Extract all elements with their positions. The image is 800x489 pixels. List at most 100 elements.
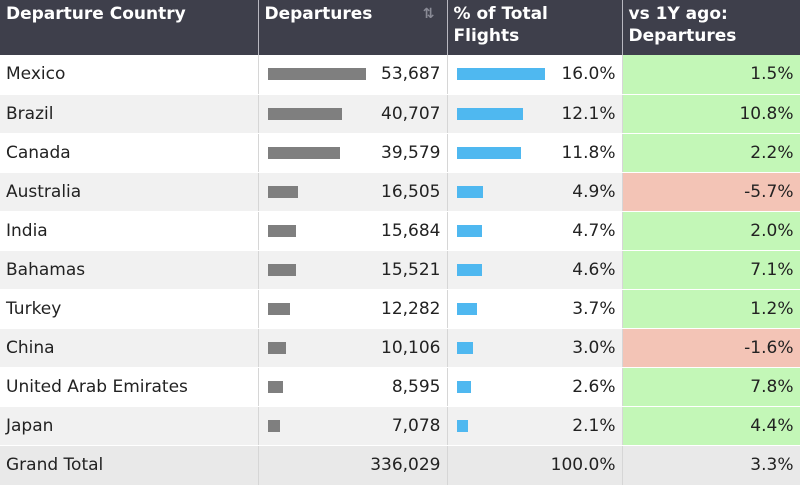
yoy-cell: 1.5%: [622, 55, 800, 95]
pct-cell: 4.7%: [447, 211, 623, 251]
header-departures[interactable]: Departures ⇅: [258, 0, 448, 55]
pct-bar: [456, 224, 483, 237]
grand-total-departures: 336,029: [258, 444, 448, 486]
country-cell: India: [0, 211, 259, 251]
departures-value: 40,707: [381, 103, 441, 124]
pct-cell: 3.7%: [447, 289, 623, 329]
country-cell: Brazil: [0, 94, 259, 134]
header-yoy[interactable]: vs 1Y ago: Departures: [622, 0, 800, 55]
departures-cell: 40,707: [258, 94, 448, 134]
departures-cell: 53,687: [258, 55, 448, 95]
pct-bar: [456, 107, 524, 120]
yoy-cell: 7.8%: [622, 367, 800, 407]
country-cell: China: [0, 328, 259, 368]
country-cell: Turkey: [0, 289, 259, 329]
yoy-cell: -5.7%: [622, 172, 800, 212]
departures-cell: 8,595: [258, 367, 448, 407]
departures-cell: 15,684: [258, 211, 448, 251]
yoy-cell: 1.2%: [622, 289, 800, 329]
pct-value: 2.1%: [572, 415, 616, 436]
yoy-cell: 2.0%: [622, 211, 800, 251]
country-cell: Japan: [0, 406, 259, 446]
departures-bar: [267, 419, 281, 432]
departures-bar: [267, 380, 284, 393]
table-row[interactable]: Canada 39,579 11.8% 2.2%: [0, 133, 800, 173]
departures-value: 8,595: [391, 376, 441, 397]
table-row[interactable]: Bahamas 15,521 4.6% 7.1%: [0, 250, 800, 290]
pct-bar: [456, 419, 469, 432]
departures-cell: 39,579: [258, 133, 448, 173]
departures-bar: [267, 68, 366, 81]
departures-cell: 12,282: [258, 289, 448, 329]
table-row[interactable]: Japan 7,078 2.1% 4.4%: [0, 406, 800, 446]
country-cell: Canada: [0, 133, 259, 173]
grand-total-pct: 100.0%: [447, 444, 623, 486]
grand-total-yoy: 3.3%: [622, 444, 800, 486]
pct-cell: 16.0%: [447, 55, 623, 95]
pct-value: 16.0%: [561, 64, 616, 85]
pct-cell: 4.9%: [447, 172, 623, 212]
table-row[interactable]: Australia 16,505 4.9% -5.7%: [0, 172, 800, 212]
sort-descending-icon[interactable]: ⇅: [422, 6, 435, 22]
departures-value: 39,579: [381, 142, 441, 163]
table-row[interactable]: Brazil 40,707 12.1% 10.8%: [0, 94, 800, 134]
yoy-cell: 7.1%: [622, 250, 800, 290]
yoy-cell: 2.2%: [622, 133, 800, 173]
pct-value: 4.7%: [572, 220, 616, 241]
pct-bar: [456, 263, 482, 276]
yoy-cell: -1.6%: [622, 328, 800, 368]
header-departure-country[interactable]: Departure Country: [0, 0, 259, 55]
table-row[interactable]: China 10,106 3.0% -1.6%: [0, 328, 800, 368]
grand-total-row: Grand Total 336,029 100.0% 3.3%: [0, 444, 800, 486]
table-row[interactable]: Mexico 53,687 16.0% 1.5%: [0, 55, 800, 95]
departures-value: 15,521: [381, 259, 441, 280]
pct-bar: [456, 302, 477, 315]
country-cell: United Arab Emirates: [0, 367, 259, 407]
pct-value: 4.6%: [572, 259, 616, 280]
departures-bar: [267, 263, 296, 276]
pct-value: 2.6%: [572, 376, 616, 397]
departures-cell: 7,078: [258, 406, 448, 446]
pct-value: 3.0%: [572, 337, 616, 358]
departures-cell: 15,521: [258, 250, 448, 290]
departures-bar: [267, 185, 298, 198]
pct-value: 12.1%: [561, 103, 616, 124]
departures-bar: [267, 224, 297, 237]
header-row: Departure Country Departures ⇅ % of Total…: [0, 0, 800, 55]
pct-cell: 2.6%: [447, 367, 623, 407]
departures-bar: [267, 146, 340, 159]
yoy-cell: 4.4%: [622, 406, 800, 446]
pct-value: 4.9%: [572, 181, 616, 202]
pct-bar: [456, 341, 473, 354]
departures-value: 16,505: [381, 181, 441, 202]
departures-value: 53,687: [381, 64, 441, 85]
pct-value: 11.8%: [561, 142, 616, 163]
departures-bar: [267, 341, 286, 354]
yoy-cell: 10.8%: [622, 94, 800, 134]
table-row[interactable]: United Arab Emirates 8,595 2.6% 7.8%: [0, 367, 800, 407]
pct-value: 3.7%: [572, 298, 616, 319]
header-pct-total[interactable]: % of Total Flights: [447, 0, 623, 55]
pct-bar: [456, 68, 545, 81]
pct-cell: 4.6%: [447, 250, 623, 290]
country-cell: Australia: [0, 172, 259, 212]
table-row[interactable]: India 15,684 4.7% 2.0%: [0, 211, 800, 251]
country-cell: Bahamas: [0, 250, 259, 290]
pct-bar: [456, 185, 484, 198]
departures-value: 12,282: [381, 298, 441, 319]
table-row[interactable]: Turkey 12,282 3.7% 1.2%: [0, 289, 800, 329]
departures-cell: 10,106: [258, 328, 448, 368]
departures-cell: 16,505: [258, 172, 448, 212]
pct-bar: [456, 380, 471, 393]
departures-bar: [267, 302, 290, 315]
departures-bar: [267, 107, 342, 120]
country-cell: Mexico: [0, 55, 259, 95]
grand-total-label: Grand Total: [0, 444, 259, 486]
pct-cell: 12.1%: [447, 94, 623, 134]
pct-cell: 11.8%: [447, 133, 623, 173]
pct-bar: [456, 146, 522, 159]
departures-value: 15,684: [381, 220, 441, 241]
departures-value: 7,078: [391, 415, 441, 436]
pct-cell: 3.0%: [447, 328, 623, 368]
